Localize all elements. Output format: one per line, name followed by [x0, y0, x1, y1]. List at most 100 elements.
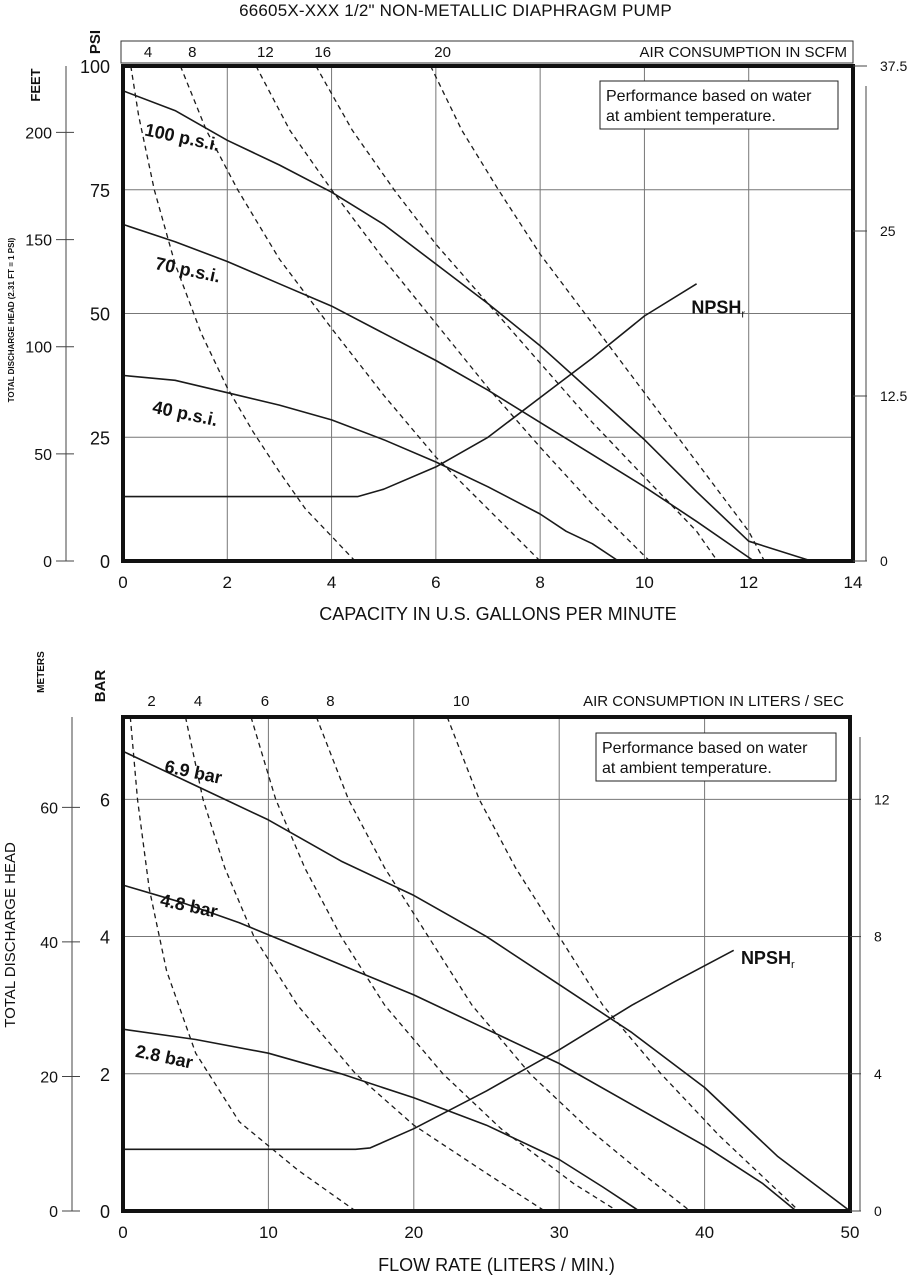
right-tick-label: 4: [874, 1066, 882, 1082]
air-tick-label: 2: [147, 693, 155, 710]
left-outer-tick-label: 200: [25, 125, 52, 142]
left-outer-axis-label: FEET: [28, 68, 43, 101]
right-tick-label: 12.5: [880, 388, 907, 404]
note-line-1: Performance based on water: [602, 740, 808, 757]
series-npshr: [123, 283, 698, 498]
x-tick-label: 0: [118, 573, 127, 592]
series-6-9-bar: [122, 750, 851, 1212]
curve-label: 6.9 bar: [163, 756, 224, 788]
left-outer-tick-label: 60: [40, 800, 58, 817]
series-70-p-s-i-: [122, 223, 755, 562]
air-axis-label: AIR CONSUMPTION IN LITERS / SEC: [583, 693, 844, 710]
plot-frame: [121, 64, 855, 563]
npsh-subscript: r: [791, 959, 795, 971]
x-tick-label: 8: [535, 573, 544, 592]
x-tick-label: 50: [841, 1223, 860, 1242]
right-tick-label: 37.5: [880, 58, 907, 74]
y-axis-label: PSI: [87, 30, 104, 54]
right-tick-label: 25: [880, 223, 896, 239]
curve-label: 70 p.s.i.: [153, 253, 222, 286]
y-axis-label: BAR: [92, 670, 109, 703]
note-line-1: Performance based on water: [606, 88, 812, 105]
x-axis-label: FLOW RATE (LITERS / MIN.): [378, 1255, 615, 1275]
note-box: [599, 80, 839, 130]
series-8-scfm: [179, 65, 541, 562]
y-tick-label: 25: [90, 428, 110, 448]
y-tick-label: 6: [100, 790, 110, 810]
right-tick-label: 0: [880, 553, 888, 569]
y-tick-label: 4: [100, 928, 110, 948]
x-tick-label: 40: [695, 1223, 714, 1242]
series-4-scfm: [130, 65, 356, 562]
air-axis-label: AIR CONSUMPTION IN SCFM: [639, 44, 847, 61]
series-6-l-s: [250, 716, 618, 1212]
right-tick-label: 12: [874, 791, 890, 807]
series-4-l-s: [184, 716, 546, 1212]
air-tick-label: 8: [326, 693, 334, 710]
y-tick-label: 2: [100, 1065, 110, 1085]
air-tick-label: 4: [144, 44, 152, 61]
left-outer-axis-label: METERS: [36, 651, 47, 693]
y-tick-label: 75: [90, 181, 110, 201]
air-tick-label: 12: [257, 44, 274, 61]
x-tick-label: 14: [844, 573, 863, 592]
head-axis-label: TOTAL DISCHARGE HEAD (2.31 FT = 1 PSI): [7, 237, 16, 402]
note-line-2: at ambient temperature.: [606, 108, 776, 125]
left-outer-tick-label: 40: [40, 935, 58, 952]
x-tick-label: 0: [118, 1223, 127, 1242]
series-2-l-s: [129, 716, 356, 1212]
note-box: [595, 732, 837, 782]
left-outer-tick-label: 50: [34, 447, 52, 464]
curve-label: NPSHr: [691, 298, 745, 321]
x-tick-label: 12: [739, 573, 758, 592]
air-tick-label: 8: [188, 44, 196, 61]
plot-frame: [121, 715, 852, 1213]
y-tick-label: 100: [80, 57, 110, 77]
series-16-scfm: [315, 65, 718, 562]
x-tick-label: 20: [404, 1223, 423, 1242]
series-8-l-s: [315, 716, 691, 1212]
chart-1: 0 2 4 6 8 10 12 14 CAPACITY IN U.S. GALLONS PER …: [7, 30, 907, 624]
left-outer-tick-label: 20: [40, 1069, 58, 1086]
x-tick-label: 30: [550, 1223, 569, 1242]
right-tick-label: 8: [874, 929, 882, 945]
air-tick-label: 16: [314, 44, 331, 61]
curve-label: 100 p.s.i.: [143, 120, 222, 155]
title-text: 66605X-XXX 1/2" NON-METALLIC DIAPHRAGM P…: [239, 1, 672, 20]
x-tick-label: 10: [259, 1223, 278, 1242]
left-outer-tick-label: 0: [49, 1204, 58, 1221]
right-tick-label: 0: [874, 1203, 882, 1219]
y-tick-label: 50: [90, 305, 110, 325]
y-tick-label: 0: [100, 1202, 110, 1222]
x-tick-label: 2: [223, 573, 232, 592]
series-100-p-s-i-: [122, 90, 812, 562]
series-npshr: [123, 949, 735, 1151]
curve-label: NPSHr: [741, 948, 795, 971]
x-tick-label: 6: [431, 573, 440, 592]
page-title: 66605X-XXX 1/2" NON-METALLIC DIAPHRAGM P…: [0, 0, 911, 22]
air-strip: [120, 40, 854, 64]
curve-label: 40 p.s.i.: [151, 397, 220, 430]
left-outer-tick-label: 150: [25, 233, 52, 250]
series-20-scfm: [430, 65, 765, 562]
series-4-8-bar: [122, 884, 797, 1212]
x-axis-label: CAPACITY IN U.S. GALLONS PER MINUTE: [319, 604, 676, 624]
note-line-2: at ambient temperature.: [602, 760, 772, 777]
curve-label: 2.8 bar: [134, 1041, 195, 1073]
curve-label: 4.8 bar: [159, 890, 220, 922]
left-outer-tick-label: 0: [43, 554, 52, 571]
air-tick-label: 10: [453, 693, 470, 710]
series-2-8-bar: [122, 1028, 640, 1212]
y-tick-label: 0: [100, 552, 110, 572]
x-tick-label: 10: [635, 573, 654, 592]
x-tick-label: 4: [327, 573, 336, 592]
series-10-l-s: [446, 716, 800, 1212]
left-outer-tick-label: 100: [25, 340, 52, 357]
air-tick-label: 4: [194, 693, 202, 710]
series-40-p-s-i-: [122, 374, 619, 562]
head-axis-label: TOTAL DISCHARGE HEAD: [2, 842, 19, 1028]
npsh-subscript: r: [741, 309, 745, 321]
air-tick-label: 6: [261, 693, 269, 710]
